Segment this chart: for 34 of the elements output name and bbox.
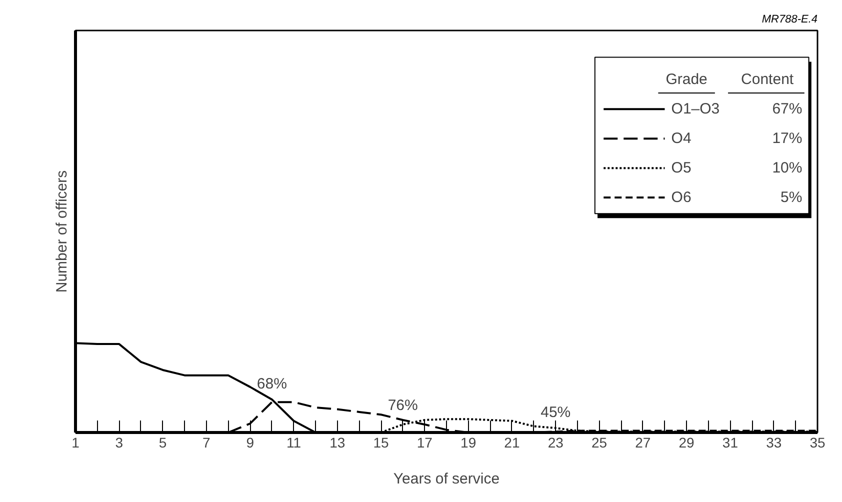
- text: 10%: [772, 160, 802, 177]
- x-tick-label: 7: [202, 434, 211, 450]
- legend-label: O6: [671, 189, 692, 206]
- x-tick-label: 21: [504, 434, 520, 450]
- x-tick-label: 29: [678, 434, 695, 450]
- annotation: 76%: [388, 396, 418, 414]
- x-tick-label: 23: [548, 434, 564, 450]
- x-tick-label: 9: [246, 434, 254, 450]
- x-tick-label: 35: [810, 434, 826, 450]
- x-tick-label: 15: [373, 434, 390, 450]
- annotation: 68%: [256, 375, 287, 392]
- x-tick-label: 19: [460, 434, 476, 450]
- x-tick-label: 3: [115, 434, 124, 450]
- text: Content: [741, 71, 794, 88]
- x-tick-label: 31: [722, 434, 738, 450]
- text: 17%: [772, 130, 802, 148]
- y-axis-title: Number of officers: [54, 170, 70, 293]
- x-tick-label: 17: [416, 434, 433, 450]
- legend-label: O5: [671, 160, 692, 177]
- legend-title: Grade: [666, 71, 708, 88]
- text: 67%: [772, 100, 802, 118]
- annotation: 45%: [540, 404, 571, 421]
- legend-label: O1–O3: [671, 100, 720, 118]
- legend-label: O4: [671, 130, 692, 148]
- text: 5%: [780, 189, 802, 206]
- x-tick-label: 5: [158, 434, 167, 450]
- x-tick-label: 27: [635, 434, 651, 450]
- x-tick-label: 1: [72, 434, 80, 450]
- text: MR788-E.4: [762, 14, 818, 26]
- x-tick-label: 11: [286, 434, 302, 450]
- x-tick-label: 33: [766, 434, 782, 450]
- x-tick-label: 25: [591, 434, 608, 450]
- x-tick-label: 13: [330, 434, 346, 450]
- x-axis-title: Years of service: [393, 470, 500, 488]
